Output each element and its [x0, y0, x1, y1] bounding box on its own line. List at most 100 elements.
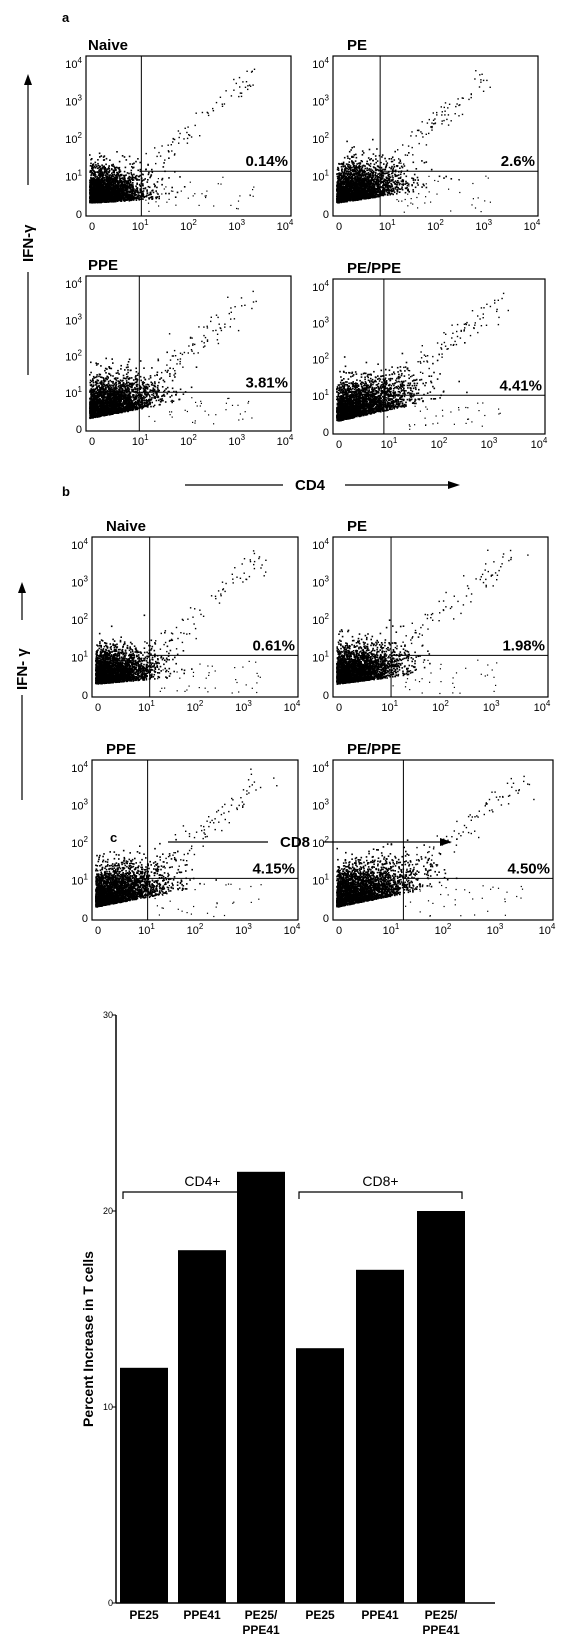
quadrant-percent: 4.50%: [507, 860, 550, 877]
plot-title: PE: [347, 518, 367, 535]
tick-label-y-3: 103: [312, 798, 329, 813]
quadrant-percent: 3.81%: [245, 374, 288, 391]
scatter-dots: [89, 290, 257, 425]
scatter-dots: [95, 550, 267, 694]
flow-plot-cd8-naive: Naive 0.61% 00 101 101 102 102 103 103 104 104: [71, 518, 301, 714]
plot-title: PE/PPE: [347, 260, 401, 277]
x-tick-label: PE25: [129, 1608, 159, 1622]
tick-label-x-4: 104: [539, 922, 556, 937]
scatter-dots: [89, 68, 256, 212]
bar-cd8-ppe41: [356, 1269, 404, 1603]
tick-label-y-1: 101: [65, 385, 82, 400]
tick-label-y-0: 0: [82, 690, 88, 702]
quadrant-percent: 0.14%: [245, 153, 288, 170]
group-label: CD8+: [362, 1173, 398, 1189]
quadrant-percent: 0.61%: [252, 637, 295, 654]
quadrant-percent: 1.98%: [502, 637, 545, 654]
tick-label-x-4: 104: [534, 699, 551, 714]
tick-label-y-1: 101: [312, 873, 329, 888]
tick-label-y-3: 103: [312, 575, 329, 590]
tick-label-x-2: 102: [431, 436, 448, 451]
scatter-dots: [336, 775, 535, 917]
scatter-dots: [336, 549, 529, 695]
plot-frame: [85, 275, 292, 432]
tick-label-y-4: 104: [312, 537, 329, 552]
tick-label-y-3: 103: [312, 94, 329, 109]
x-tick-label: PPE41: [361, 1608, 399, 1622]
tick-label-x-2: 102: [180, 433, 197, 448]
tick-label-x-0: 0: [89, 436, 95, 448]
tick-label-x-1: 101: [138, 922, 155, 937]
bar-cd8-pe25ppe41: [417, 1211, 465, 1603]
panel-b-cd8-label: CD8: [280, 834, 310, 851]
tick-label-x-4: 104: [277, 433, 294, 448]
tick-label-x-2: 102: [180, 218, 197, 233]
tick-label-y-4: 104: [71, 760, 88, 775]
group-label: CD4+: [184, 1173, 220, 1189]
x-tick-label: PE25: [305, 1608, 335, 1622]
plot-frame: [91, 536, 299, 698]
bar-cd8-pe25: [296, 1348, 344, 1603]
tick-label-y-0: 0: [76, 424, 82, 436]
tick-label-y-4: 104: [71, 537, 88, 552]
tick-label-x-1: 101: [132, 218, 149, 233]
tick-label-y-3: 103: [71, 575, 88, 590]
tick-label-y-4: 104: [312, 760, 329, 775]
tick-label-y-3: 103: [65, 312, 82, 327]
plot-title: PE: [347, 37, 367, 54]
tick-label-x-0: 0: [336, 925, 342, 937]
tick-label-y-0: 0: [323, 690, 329, 702]
scatter-dots: [336, 292, 509, 430]
panel-a-cd4-label: CD4: [295, 477, 326, 494]
flow-plot-cd8-pe: PE 1.98% 00 101 101 102 102 103 103 104 104: [312, 518, 551, 714]
bar-cd4-pe25: [120, 1367, 168, 1603]
tick-label-y-2: 102: [312, 131, 329, 146]
tick-label-y-2: 102: [65, 349, 82, 364]
plot-frame: [332, 55, 539, 217]
tick-label-y-1: 101: [71, 873, 88, 888]
tick-label-x-3: 103: [228, 433, 245, 448]
plot-title: PPE: [106, 741, 136, 758]
tick-label-y-0: 0: [82, 913, 88, 925]
tick-label-y-4: 104: [312, 56, 329, 71]
plot-frame: [85, 55, 292, 217]
tick-label-y-4: 104: [65, 56, 82, 71]
bar-cd4-ppe41: [178, 1250, 226, 1603]
tick-label-y-2: 102: [312, 835, 329, 850]
tick-label-y-2: 102: [312, 352, 329, 367]
panel-b-y-axis-label: IFN- γ: [14, 582, 31, 800]
scatter-dots: [336, 70, 491, 213]
quadrant-percent: 2.6%: [501, 153, 535, 170]
tick-label-y-1: 101: [312, 169, 329, 184]
tick-label-x-2: 102: [435, 922, 452, 937]
panel-c-letter: c: [110, 830, 117, 845]
tick-label-x-4: 104: [524, 218, 541, 233]
tick-label-x-0: 0: [336, 702, 342, 714]
group-bracket-cd8-pos: CD8+: [298, 1173, 463, 1199]
tick-label-x-1: 101: [381, 699, 398, 714]
tick-label-y-1: 101: [312, 388, 329, 403]
plot-frame: [332, 278, 546, 435]
plot-title: PE/PPE: [347, 741, 401, 758]
tick-label-x-3: 103: [475, 218, 492, 233]
x-tick-label: PE25/PPE41: [242, 1608, 280, 1635]
tick-label-x-3: 103: [487, 922, 504, 937]
x-tick-label: PPE41: [183, 1608, 221, 1622]
tick-label-x-3: 103: [481, 436, 498, 451]
y-tick-label: 20: [103, 1206, 113, 1216]
tick-label-y-3: 103: [312, 315, 329, 330]
tick-label-y-0: 0: [323, 209, 329, 221]
flow-plot-cd4-pe-ppe: PE/PPE 4.41% 00 101 101 102 102 103 103 104 104: [312, 260, 548, 451]
quadrant-percent: 4.41%: [499, 377, 542, 394]
tick-label-x-4: 104: [277, 218, 294, 233]
tick-label-y-0: 0: [323, 427, 329, 439]
plot-frame: [332, 759, 554, 921]
tick-label-x-0: 0: [336, 221, 342, 233]
panel-a-y-axis-label: IFN-γ: [20, 74, 37, 375]
flow-plot-cd8-ppe: PPE 4.15% 00 101 101 102 102 103 103 104 104: [71, 741, 301, 937]
y-tick-label: 0: [108, 1598, 113, 1608]
y-tick-label: 30: [103, 1010, 113, 1020]
bar-cd4-pe25ppe41: [237, 1171, 285, 1603]
tick-label-x-0: 0: [95, 925, 101, 937]
